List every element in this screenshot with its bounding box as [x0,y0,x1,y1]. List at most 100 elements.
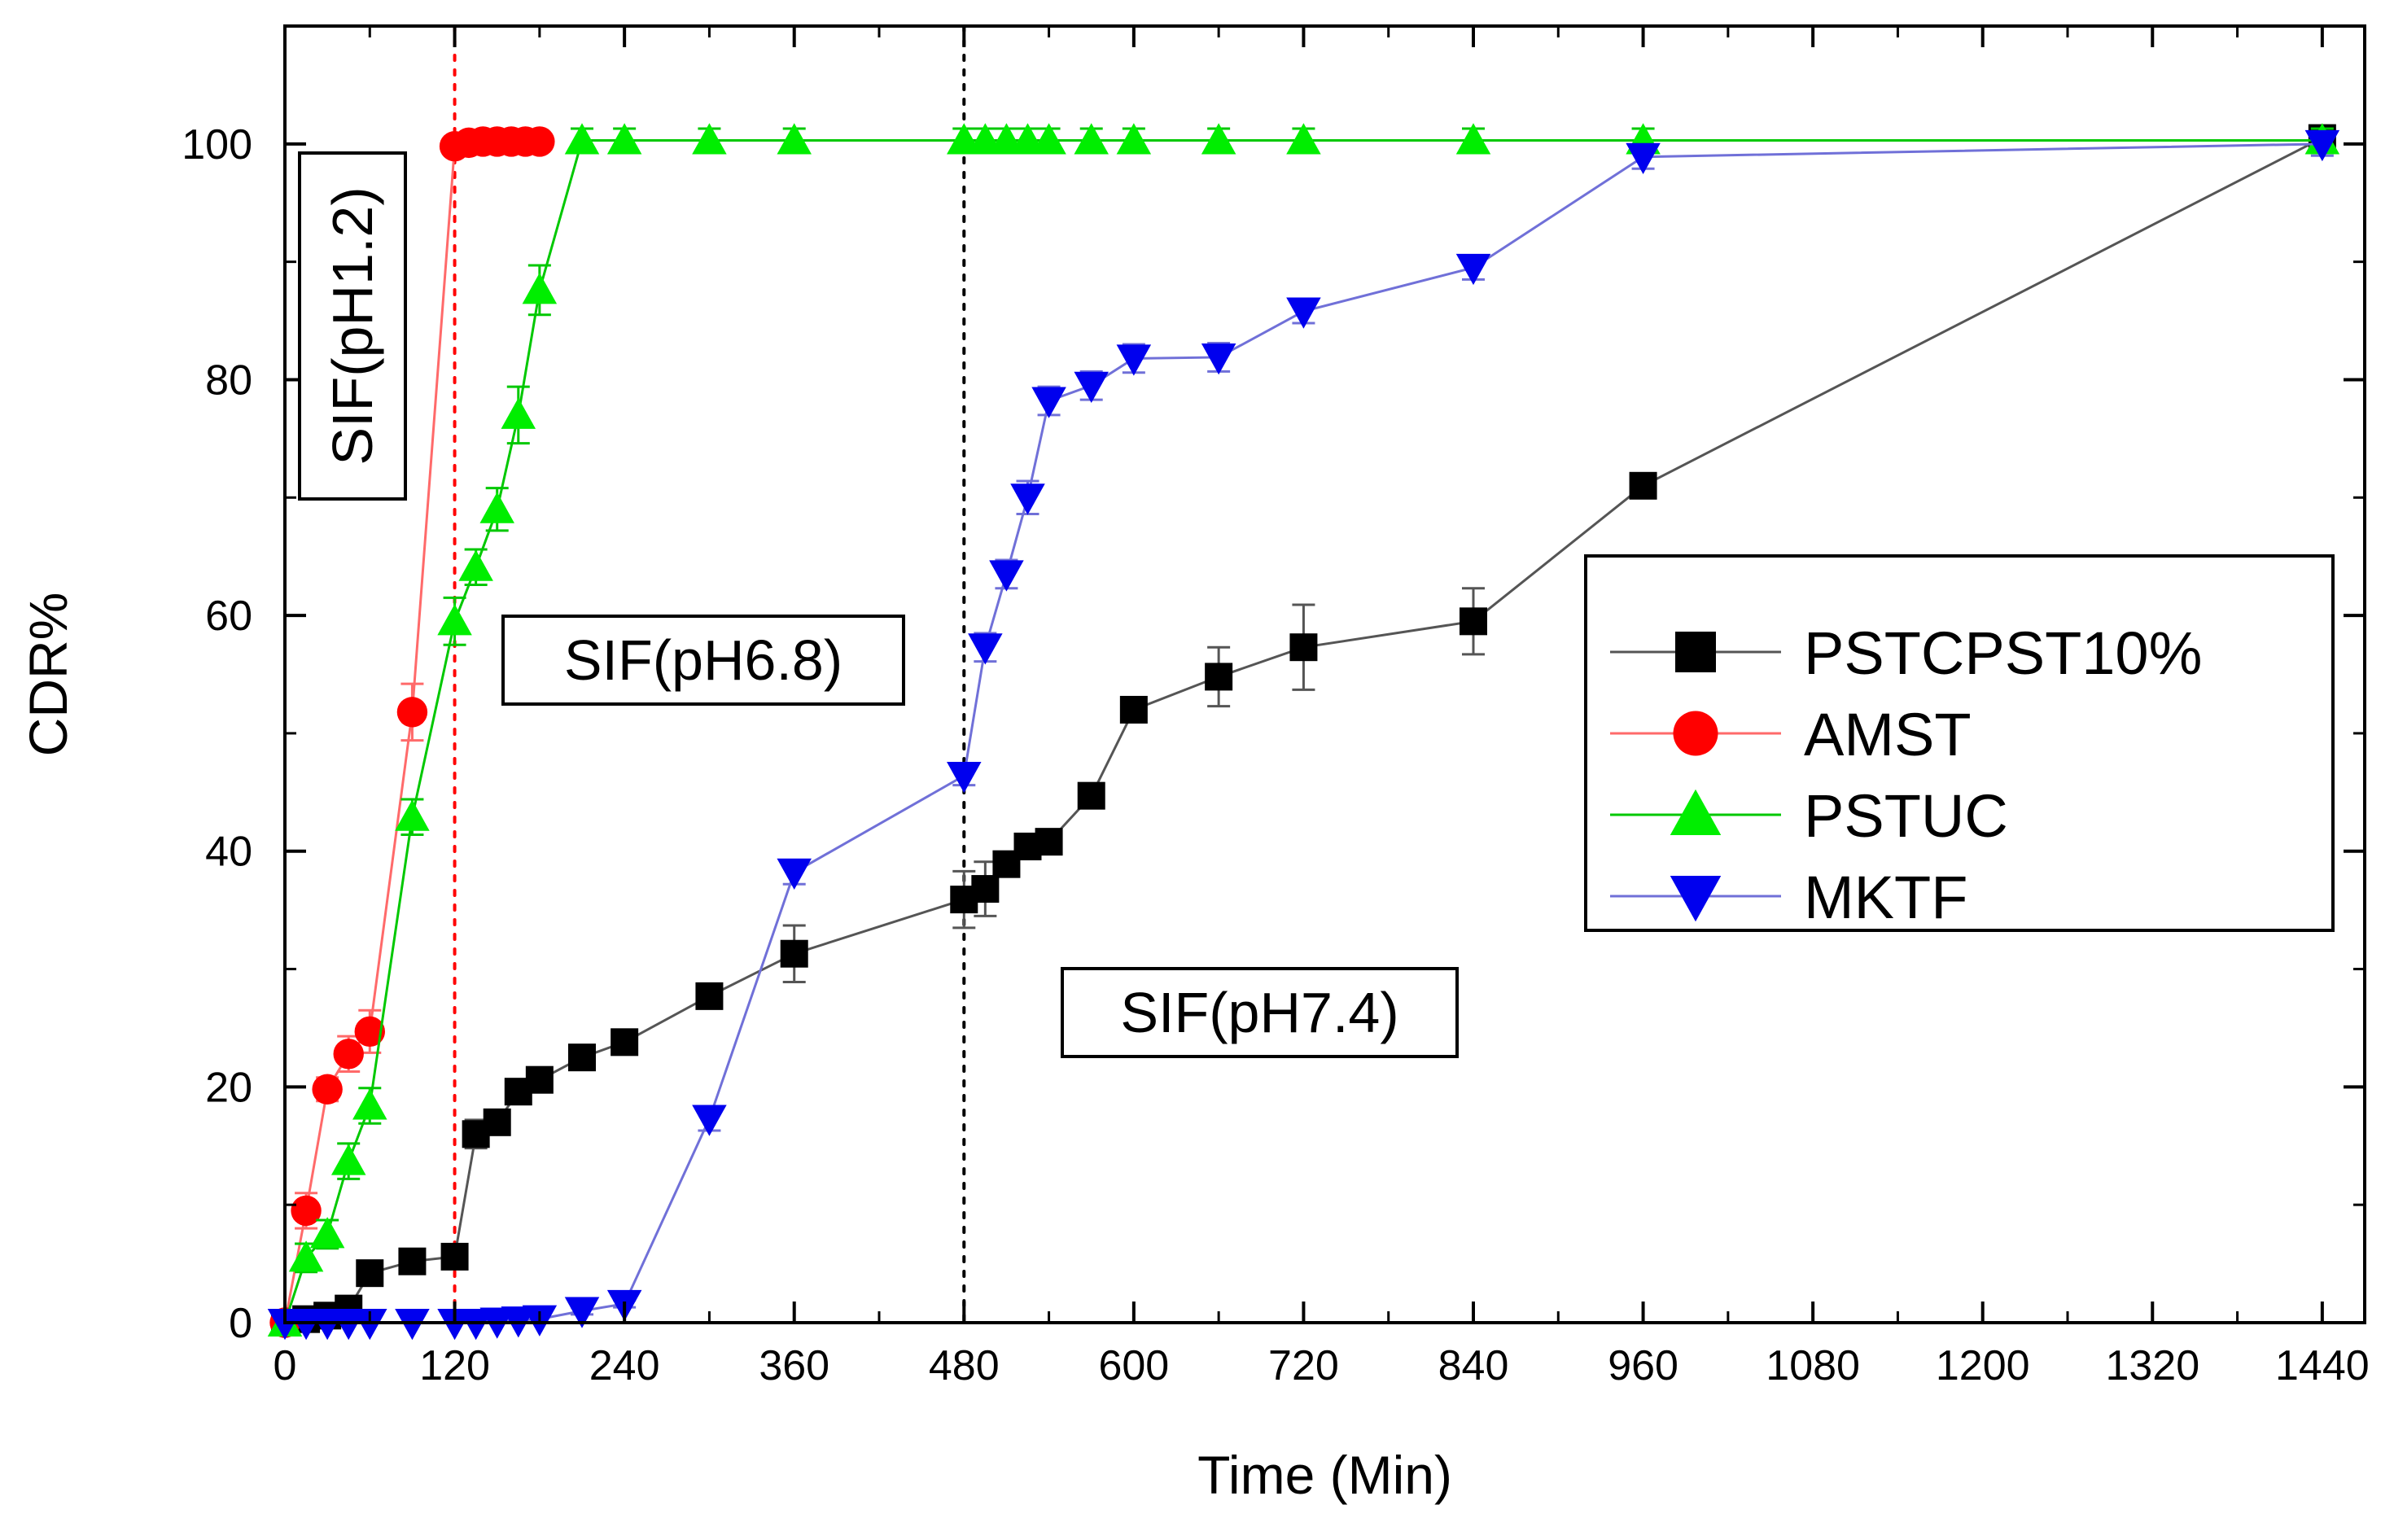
y-tick-label: 80 [205,357,252,404]
series-pstcpst10 [271,124,2336,1337]
data-point-mktf [1626,142,1661,174]
x-tick-label: 600 [1098,1342,1169,1389]
x-axis-title: Time (Min) [1197,1445,1452,1505]
y-tick-label: 20 [205,1064,252,1111]
annotation-sif-ph7-4: SIF(pH7.4) [1061,967,1459,1058]
legend-label-mktf: MKTF [1804,864,1967,931]
data-point-pstuc [606,123,642,155]
x-tick-label: 960 [1608,1342,1678,1389]
data-point-amst [312,1074,343,1105]
x-tick-label: 1080 [1766,1342,1860,1389]
legend-item-amst: AMST [1610,701,1972,768]
data-point-pstcpst10 [483,1108,511,1136]
series-pstuc [267,123,2340,1337]
annotation-sif-ph7-4-label: SIF(pH7.4) [1120,981,1398,1044]
data-point-pstcpst10 [780,939,808,968]
data-point-pstuc [692,123,727,155]
data-point-mktf [1201,343,1236,375]
data-point-pstcpst10 [1460,607,1487,636]
data-point-pstcpst10 [356,1259,384,1288]
legend-marker-pstuc [1670,789,1722,835]
data-point-pstcpst10 [611,1028,639,1057]
legend-item-pstcpst10: PSTCPST10% [1610,619,2202,687]
y-tick-label: 40 [205,829,252,876]
data-point-mktf [1074,371,1109,403]
data-point-mktf [947,762,982,794]
legend-marker-amst [1673,711,1718,756]
data-point-pstuc [395,799,430,831]
data-point-pstuc [564,123,600,155]
data-point-pstuc [1455,123,1491,155]
x-tick-label: 840 [1438,1342,1509,1389]
data-point-pstcpst10 [1077,781,1105,810]
legend-label-pstuc: PSTUC [1804,782,2008,850]
plot-area [267,24,2340,1341]
x-tick-label: 1440 [2275,1342,2370,1389]
data-point-mktf [352,1309,387,1341]
data-point-mktf [564,1297,600,1328]
data-point-pstuc [501,397,536,429]
y-tick-label: 100 [182,121,252,168]
legend-marker-mktf [1670,876,1722,922]
data-point-mktf [395,1309,430,1341]
data-point-mktf [1455,253,1491,286]
data-point-amst [291,1195,322,1227]
legend-item-pstuc: PSTUC [1610,782,2008,850]
data-point-pstcpst10 [1629,471,1657,500]
x-tick-label: 1320 [2105,1342,2199,1389]
data-point-pstuc [777,123,812,155]
x-tick-label: 720 [1268,1342,1339,1389]
data-point-pstuc [1201,123,1236,155]
data-point-mktf [692,1105,727,1136]
data-point-pstcpst10 [568,1043,596,1072]
data-point-mktf [1010,483,1045,515]
x-tick-label: 480 [929,1342,1000,1389]
data-point-pstuc [522,273,558,304]
data-point-mktf [1116,344,1152,376]
data-point-amst [333,1039,364,1070]
data-point-mktf [1031,387,1066,418]
legend-label-pstcpst10: PSTCPST10% [1804,619,2202,687]
axes: 0 120 240 360 480 600 720 840 960 1080 1200 1320 144… [182,24,2370,1389]
data-point-mktf [777,858,812,890]
data-point-pstuc [479,492,514,523]
data-point-amst [354,1016,385,1047]
data-point-pstcpst10 [1119,695,1148,724]
data-point-pstuc [437,604,472,636]
series-amst [269,126,555,1338]
annotation-sif-ph6-8: SIF(pH6.8) [501,615,905,706]
data-point-pstcpst10 [1289,633,1318,662]
phase-divider-lines [453,24,966,1324]
data-point-pstcpst10 [398,1247,427,1275]
data-point-pstcpst10 [440,1242,469,1271]
legend-items: PSTCPST10% AMST PSTUC MKTF [1610,619,2202,931]
data-point-mktf [968,633,1003,665]
data-point-pstuc [1031,123,1066,155]
legend-marker-pstcpst10 [1675,632,1716,672]
plot-frame [283,24,2366,1324]
data-point-pstuc [352,1088,387,1120]
data-point-pstcpst10 [695,982,724,1010]
series-layer [267,123,2340,1341]
y-tick-label: 0 [229,1300,252,1347]
x-tick-label: 240 [589,1342,660,1389]
x-tick-label: 1200 [1936,1342,2030,1389]
legend: PSTCPST10% AMST PSTUC MKTF [1584,554,2335,932]
data-point-pstcpst10 [1205,663,1233,691]
data-point-pstcpst10 [971,875,1000,903]
y-axis-title: CDR% [18,593,78,757]
data-point-mktf [458,1309,493,1341]
data-point-pstuc [309,1217,345,1249]
data-point-amst [396,697,428,728]
annotation-sif-ph1-2-label: SIF(pH1.2) [321,186,384,465]
x-tick-label: 0 [274,1342,297,1389]
data-point-pstuc [1116,123,1152,155]
data-point-pstuc [330,1144,366,1175]
data-point-mktf [989,560,1024,592]
y-tick-label: 60 [205,593,252,640]
data-point-pstuc [1286,123,1321,155]
legend-item-mktf: MKTF [1610,864,1967,931]
x-tick-label: 120 [419,1342,490,1389]
data-point-pstcpst10 [525,1065,554,1094]
